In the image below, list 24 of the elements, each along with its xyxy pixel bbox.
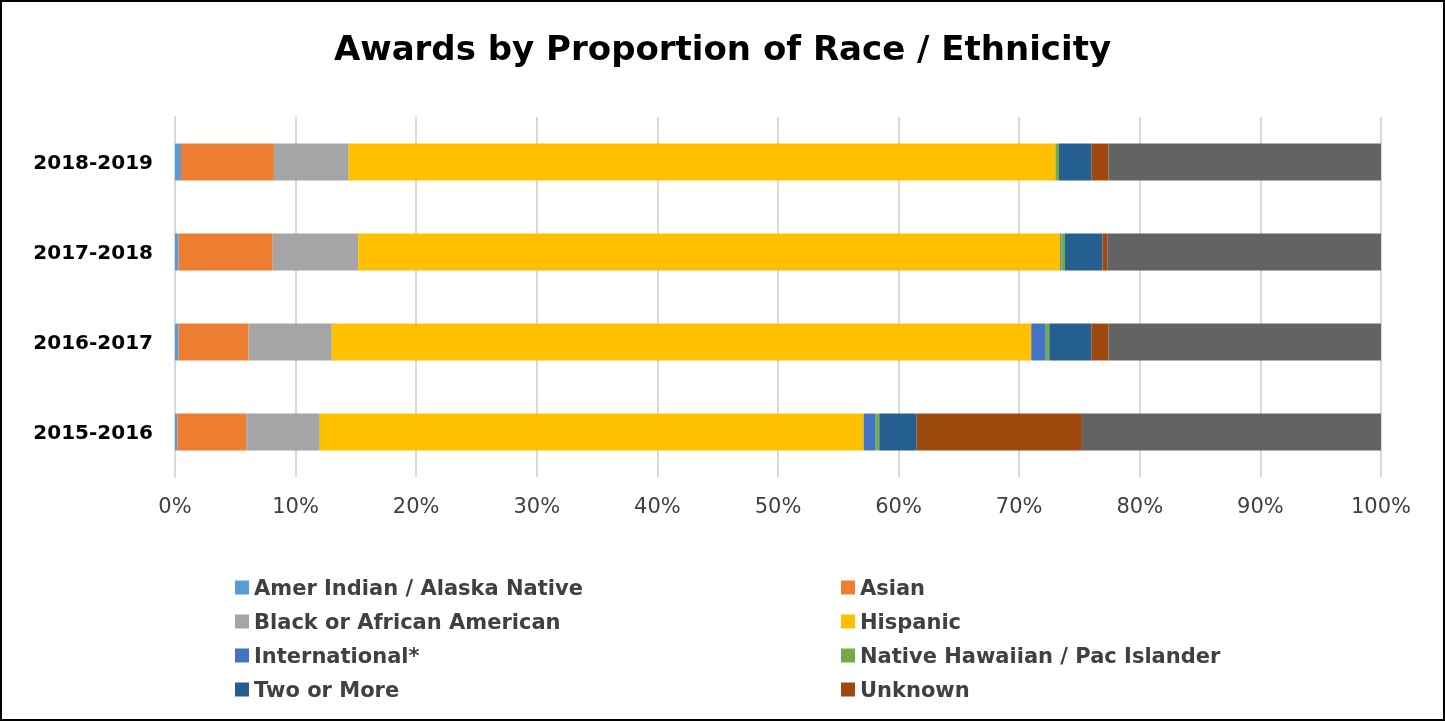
x-tick-label: 60%	[875, 493, 922, 518]
legend-label: Unknown	[860, 677, 970, 702]
x-tick-label: 50%	[754, 493, 802, 518]
y-tick-label: 2018-2019	[33, 150, 153, 174]
x-tick-label: 100%	[1350, 493, 1412, 518]
legend-label: Native Hawaiian / Pac Islander	[860, 643, 1222, 668]
legend-label: Hispanic	[860, 609, 962, 634]
x-tick-label: 20%	[392, 493, 440, 518]
x-tick-label: 40%	[634, 493, 681, 518]
y-tick-label: 2016-2017	[33, 330, 153, 354]
legend-label: Amer Indian / Alaska Native	[254, 575, 583, 600]
y-tick-label: 2015-2016	[33, 420, 153, 444]
x-tick-label: 80%	[1116, 493, 1164, 518]
legend-label: Two or More	[254, 677, 400, 702]
y-tick-label: 2017-2018	[33, 240, 153, 264]
x-tick-label: 90%	[1237, 493, 1284, 518]
x-tick-label: 0%	[158, 493, 192, 518]
legend-label: Black or African American	[254, 609, 561, 634]
x-tick-label: 30%	[513, 493, 561, 518]
x-tick-label: 70%	[995, 493, 1043, 518]
legend-label: Asian	[860, 575, 926, 600]
x-tick-label: 10%	[272, 493, 319, 518]
legend-label: International*	[254, 643, 420, 668]
chart-title: Awards by Proportion of Race / Ethnicity	[333, 28, 1112, 68]
